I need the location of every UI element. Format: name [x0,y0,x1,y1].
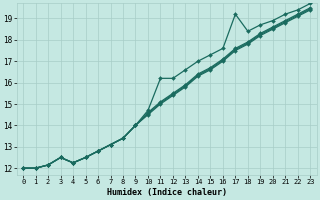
X-axis label: Humidex (Indice chaleur): Humidex (Indice chaleur) [107,188,227,197]
